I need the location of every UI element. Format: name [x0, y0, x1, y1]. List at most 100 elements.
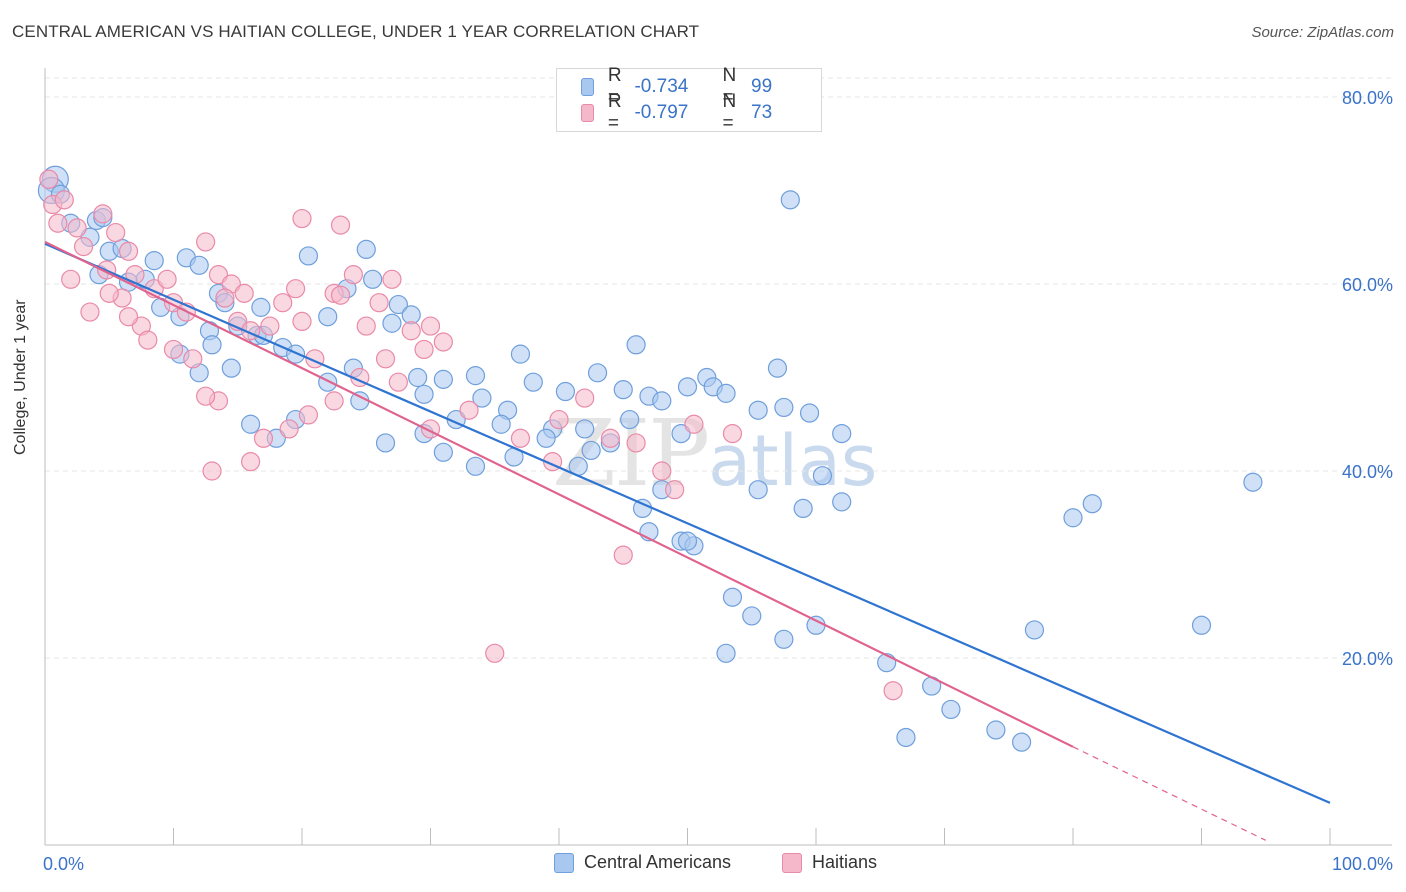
central-american-point — [408, 367, 428, 388]
central-american-point — [536, 428, 556, 448]
central-american-point — [318, 372, 338, 392]
haitian-point — [626, 433, 646, 453]
y-tick-label: 80.0% — [1342, 88, 1393, 108]
haitian-point — [600, 428, 621, 448]
central-american-trendline — [44, 242, 1331, 804]
haitian-point — [163, 339, 184, 360]
haitian-point — [279, 419, 299, 439]
central-american-point — [433, 442, 453, 462]
haitian-point — [202, 461, 222, 481]
haitian-point — [273, 293, 293, 313]
legend-n-label: N = — [722, 91, 737, 134]
legend-swatch-blue — [554, 852, 574, 873]
haitian-point — [39, 169, 59, 189]
central-american-point — [144, 251, 164, 271]
legend-n-value: 73 — [751, 102, 773, 123]
central-american-point — [806, 615, 826, 635]
central-american-point — [510, 344, 531, 364]
haitian-point — [196, 386, 216, 406]
haitian-point — [67, 218, 87, 238]
haitian-point — [575, 388, 595, 408]
haitian-point — [388, 372, 408, 392]
central-american-point — [613, 380, 633, 400]
central-american-point — [555, 381, 576, 402]
haitian-point — [375, 349, 396, 369]
haitian-point — [234, 283, 254, 303]
central-american-point — [433, 369, 453, 389]
central-american-point — [1024, 620, 1045, 640]
haitian-point — [118, 241, 139, 261]
y-tick-label: 60.0% — [1342, 275, 1393, 295]
haitian-point — [292, 208, 312, 229]
haitian-point — [298, 405, 319, 425]
haitian-point — [722, 424, 743, 444]
haitian-point — [420, 316, 441, 336]
central-american-point — [1011, 732, 1032, 752]
central-american-point — [189, 255, 209, 275]
central-american-point — [896, 727, 916, 748]
legend-swatch-blue — [581, 78, 594, 96]
legend-item-haitians[interactable]: Haitians — [782, 852, 877, 873]
legend-swatch-pink — [782, 852, 802, 873]
central-american-point — [575, 419, 595, 439]
haitian-point — [401, 321, 421, 341]
central-american-point — [1082, 494, 1102, 514]
central-american-point — [799, 403, 820, 423]
haitian-point — [510, 428, 531, 448]
legend-item-central-americans[interactable]: Central Americans — [554, 852, 731, 873]
central-american-point — [748, 400, 768, 420]
haitian-point — [382, 269, 402, 289]
central-american-point — [356, 239, 376, 260]
haitian-point — [343, 265, 363, 285]
legend-r-value: -0.797 — [634, 102, 689, 123]
central-american-point — [832, 492, 852, 512]
central-american-point — [716, 643, 736, 663]
haitian-point — [652, 461, 672, 481]
haitian-point — [73, 237, 94, 257]
haitian-point — [118, 307, 139, 327]
central-american-point — [285, 344, 306, 364]
legend-r-label: R = — [607, 91, 622, 134]
central-american-point — [388, 294, 408, 315]
central-american-point — [832, 424, 852, 444]
haitian-point — [292, 311, 312, 331]
haitian-point — [330, 285, 351, 305]
central-american-point — [748, 480, 768, 500]
central-american-point — [1063, 508, 1083, 528]
haitian-point — [138, 330, 158, 350]
central-american-point — [251, 297, 271, 317]
haitian-point — [208, 265, 229, 285]
legend-n-value: 99 — [751, 76, 773, 97]
haitian-point — [356, 316, 376, 336]
chart-title: CENTRAL AMERICAN VS HAITIAN COLLEGE, UND… — [12, 22, 700, 41]
haitian-point — [99, 283, 119, 303]
haitian-point — [684, 414, 704, 434]
central-american-point — [780, 190, 800, 210]
central-american-point — [767, 358, 788, 378]
haitian-point — [613, 545, 633, 565]
central-american-point — [298, 246, 319, 266]
haitian-point — [485, 643, 505, 663]
haitian-point — [183, 349, 203, 369]
legend-n-label: N = — [722, 65, 737, 108]
central-american-point — [652, 391, 672, 411]
central-american-point — [774, 397, 794, 418]
legend-label: Central Americans — [584, 852, 732, 872]
central-american-point — [523, 372, 543, 392]
central-american-point — [1191, 615, 1212, 635]
central-american-point — [221, 358, 241, 378]
central-american-point — [742, 606, 762, 626]
central-american-point — [722, 587, 743, 607]
central-american-point — [382, 313, 402, 333]
haitian-point — [459, 400, 479, 420]
haitian-point — [80, 302, 100, 322]
haitian-point — [369, 293, 389, 313]
haitian-point — [324, 391, 344, 411]
x-tick-label: 100.0% — [1332, 854, 1393, 874]
haitian-point — [48, 213, 68, 233]
central-american-point — [375, 433, 396, 453]
central-american-point — [465, 366, 486, 386]
haitian-point — [93, 204, 113, 224]
haitian-point — [215, 288, 235, 308]
